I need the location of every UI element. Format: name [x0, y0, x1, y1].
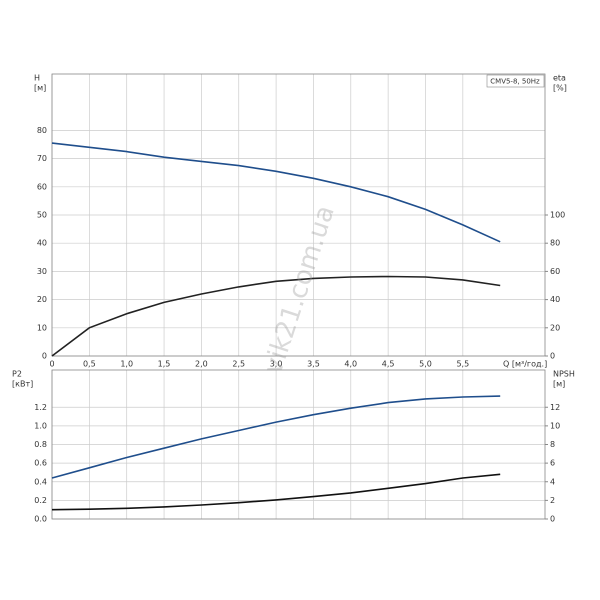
y-tick-label: 70: [37, 154, 47, 163]
plot-frame: [51, 73, 546, 357]
y-axis-unit: [кВт]: [12, 380, 33, 389]
y2-tick-label: 2: [550, 496, 555, 505]
y-tick-label: 0: [42, 352, 47, 361]
x-tick-label: 3,5: [307, 360, 320, 369]
y-tick-label: 0.6: [34, 459, 47, 468]
x-axis-label: Q [м³/год.]: [503, 360, 547, 369]
y2-tick-label: 0: [550, 515, 555, 524]
y2-axis-unit: [м]: [553, 380, 565, 389]
y-tick-label: 1.0: [34, 421, 47, 430]
y-axis-label: P2: [12, 370, 22, 379]
y-tick-label: 0.2: [34, 496, 47, 505]
y-axis-unit: [м]: [34, 84, 46, 93]
y2-tick-label: 0: [550, 352, 555, 361]
series-line: [51, 142, 501, 243]
y2-tick-label: 6: [550, 459, 555, 468]
watermark: vik21.com.ua: [258, 202, 341, 378]
y-axis-label: H: [34, 74, 40, 83]
y2-axis-label: NPSH: [553, 370, 575, 379]
y2-tick-label: 10: [550, 421, 560, 430]
y2-tick-label: 20: [550, 323, 560, 332]
x-tick-label: 5,5: [456, 360, 469, 369]
chart-title: CMV5-8, 50Hz: [490, 78, 540, 86]
x-tick-label: 2,5: [232, 360, 245, 369]
x-tick-label: 1,5: [158, 360, 171, 369]
x-tick-label: 3,0: [270, 360, 283, 369]
y-tick-label: 30: [37, 267, 47, 276]
y2-tick-label: 40: [550, 295, 560, 304]
series-line: [51, 275, 501, 357]
y-tick-label: 40: [37, 239, 47, 248]
x-tick-label: 5,0: [419, 360, 432, 369]
y-tick-label: 10: [37, 323, 47, 332]
y2-axis-unit: [%]: [553, 84, 567, 93]
series-line: [51, 473, 501, 511]
x-tick-label: 0,5: [83, 360, 96, 369]
x-tick-label: 2,0: [195, 360, 208, 369]
y2-tick-label: 100: [550, 211, 565, 220]
x-tick-label: 1,0: [120, 360, 133, 369]
y-tick-label: 80: [37, 126, 47, 135]
y-tick-label: 0.0: [34, 515, 47, 524]
x-tick-label: 0: [49, 360, 54, 369]
y2-axis-label: eta: [553, 74, 566, 83]
y2-tick-label: 60: [550, 267, 560, 276]
title-box: [486, 74, 545, 88]
x-tick-label: 4,0: [344, 360, 357, 369]
y-tick-label: 1.2: [34, 403, 47, 412]
y-tick-label: 0.4: [34, 477, 47, 486]
y2-tick-label: 12: [550, 403, 560, 412]
series-line: [51, 395, 501, 479]
y-tick-label: 0.8: [34, 440, 47, 449]
y-tick-label: 60: [37, 182, 47, 191]
y2-tick-label: 80: [550, 239, 560, 248]
x-tick-label: 4,5: [382, 360, 395, 369]
y2-tick-label: 4: [550, 477, 555, 486]
y2-tick-label: 8: [550, 440, 555, 449]
plot-frame: [51, 369, 546, 520]
y-tick-label: 20: [37, 295, 47, 304]
y-tick-label: 50: [37, 211, 47, 220]
